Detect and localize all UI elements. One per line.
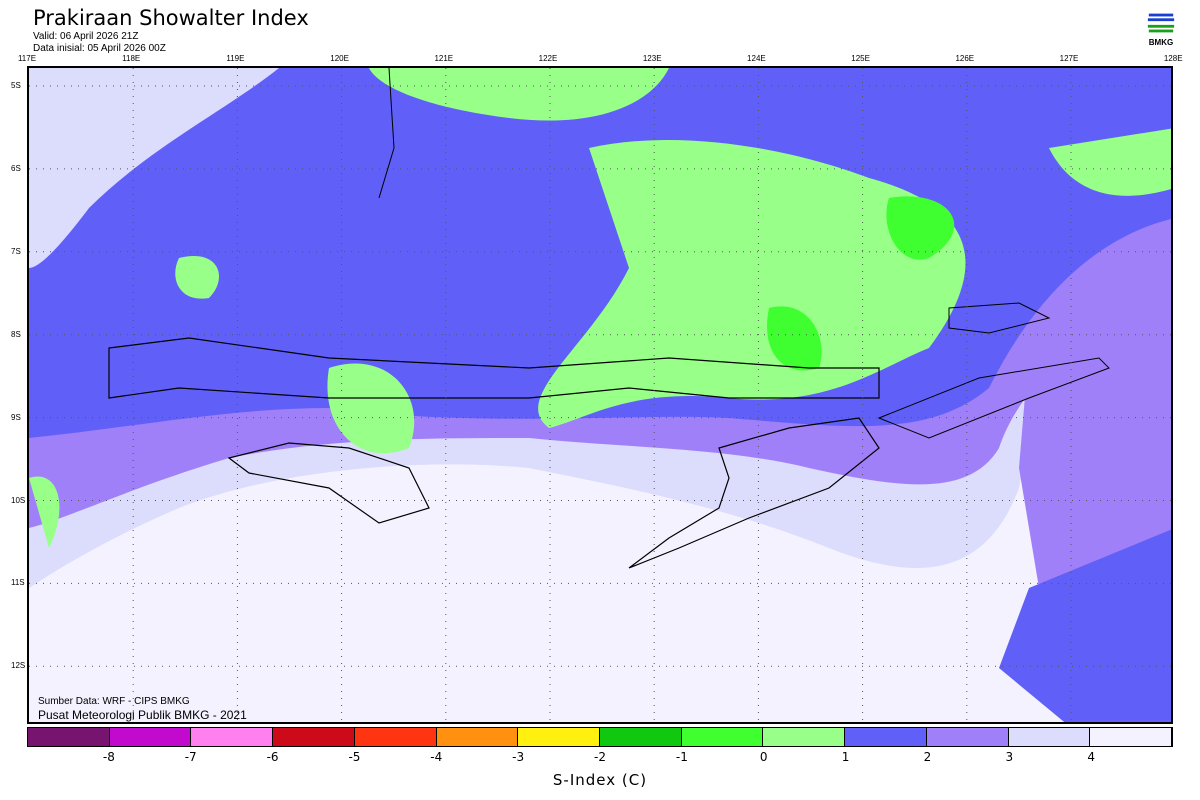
colorbar-tick: -2 (594, 750, 606, 764)
colorbar-swatch (436, 728, 519, 746)
colorbar-swatch (1090, 728, 1173, 746)
colorbar-tick: -3 (512, 750, 525, 764)
colorbar-tick: 3 (1005, 750, 1014, 764)
longitude-label: 117E (17, 54, 37, 63)
colorbar-tick: -6 (266, 750, 279, 764)
colorbar-swatch (191, 728, 274, 746)
colorbar-swatch (763, 728, 846, 746)
longitude-label: 125E (851, 54, 870, 63)
latitude-label: 12S (11, 661, 26, 671)
longitude-label: 121E (434, 54, 454, 63)
colorbar-tick: 0 (759, 750, 768, 764)
longitude-label: 118E (122, 54, 141, 63)
colorbar-tick: 1 (841, 750, 850, 764)
longitude-label: 123E (642, 54, 662, 63)
colorbar-swatch (600, 728, 682, 746)
colorbar-tick: -7 (184, 750, 197, 764)
longitude-label: 119E (226, 54, 245, 63)
longitude-label: 126E (955, 54, 975, 63)
colorbar (27, 727, 1173, 747)
colorbar-swatch (845, 728, 927, 746)
colorbar-swatch (1008, 728, 1091, 746)
latitude-label: 5S (11, 81, 21, 90)
colorbar-tick: -8 (102, 750, 115, 764)
latitude-label: 9S (11, 412, 21, 422)
colorbar-label: S-Index (C) (552, 771, 648, 789)
colorbar-tick: -5 (348, 750, 361, 764)
data-source: Sumber Data: WRF - CIPS BMKG (38, 696, 190, 707)
colorbar-swatch (109, 728, 192, 746)
colorbar-tick: 2 (923, 750, 932, 764)
colorbar-swatch (354, 728, 437, 746)
longitude-label: 124E (747, 54, 766, 63)
colorbar-swatch (518, 728, 601, 746)
colorbar-tick: 4 (1087, 750, 1095, 764)
latitude-label: 11S (11, 578, 25, 588)
latitude-label: 6S (11, 163, 21, 173)
init-time: Data inisial: 05 April 2026 00Z (33, 43, 166, 54)
longitude-label: 122E (538, 54, 558, 63)
longitude-label: 120E (330, 54, 349, 63)
valid-time: Valid: 06 April 2026 21Z (33, 31, 139, 42)
colorbar-tick: -4 (430, 750, 443, 764)
colorbar-swatch (28, 728, 110, 746)
colorbar-swatch (926, 728, 1009, 746)
bmkg-logo: BMKG (1145, 8, 1177, 47)
organization: Pusat Meteorologi Publik BMKG - 2021 (38, 708, 247, 722)
longitude-label: 128E (1163, 54, 1183, 63)
colorbar-swatch (681, 728, 764, 746)
logo-text: BMKG (1148, 38, 1174, 47)
colorbar-tick: -1 (675, 750, 688, 764)
latitude-label: 10S (11, 495, 26, 505)
map-title: Prakiraan Showalter Index (33, 6, 309, 30)
colorbar-swatch (273, 728, 355, 746)
longitude-label: 127E (1059, 54, 1079, 63)
latitude-label: 7S (11, 246, 21, 256)
showalter-index-map (27, 66, 1173, 724)
latitude-label: 8S (11, 329, 21, 339)
